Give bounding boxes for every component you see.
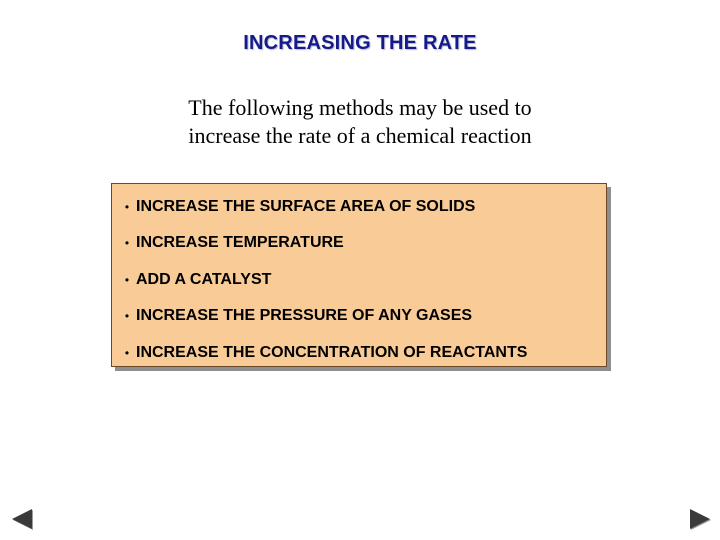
list-item: • INCREASE THE CONCENTRATION OF REACTANT… <box>118 341 528 365</box>
intro-line-1: The following methods may be used to <box>188 95 532 120</box>
intro-line-2: increase the rate of a chemical reaction <box>188 123 532 148</box>
bullet: • <box>124 309 130 323</box>
bullet: • <box>124 346 130 360</box>
method-label: ADD A CATALYST <box>136 271 272 288</box>
list-item: • ADD A CATALYST <box>118 268 272 292</box>
bullet: • <box>124 273 130 287</box>
method-label: INCREASE TEMPERATURE <box>136 234 344 251</box>
method-label: INCREASE THE CONCENTRATION OF REACTANTS <box>136 344 528 361</box>
list-item: • INCREASE TEMPERATURE <box>118 231 344 255</box>
bullet: • <box>124 200 130 214</box>
method-label: INCREASE THE SURFACE AREA OF SOLIDS <box>136 198 476 215</box>
slide-title: INCREASING THE RATE <box>243 32 477 54</box>
methods-box: • INCREASE THE SURFACE AREA OF SOLIDS • … <box>111 183 607 367</box>
bullet: • <box>124 236 130 250</box>
list-item: • INCREASE THE PRESSURE OF ANY GASES <box>118 304 472 328</box>
method-label: INCREASE THE PRESSURE OF ANY GASES <box>136 307 473 324</box>
list-item: • INCREASE THE SURFACE AREA OF SOLIDS <box>118 195 475 219</box>
intro-text: The following methods may be used to inc… <box>0 94 720 150</box>
triangle-left-icon[interactable] <box>12 509 32 529</box>
triangle-right-icon[interactable] <box>690 509 710 529</box>
